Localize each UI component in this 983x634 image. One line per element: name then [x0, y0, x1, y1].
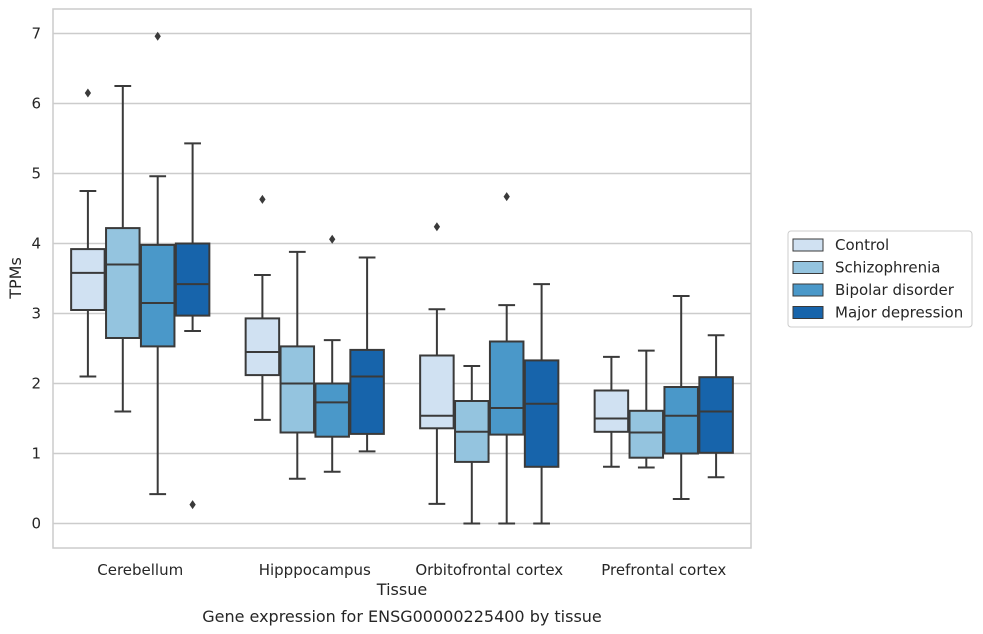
x-tick-label: Hipppocampus	[259, 561, 371, 579]
x-axis-label: Tissue	[376, 580, 427, 599]
legend-swatch	[792, 238, 824, 252]
iqr-box	[488, 340, 525, 436]
iqr-box	[419, 354, 455, 430]
legend-entry: Major depression	[835, 304, 963, 322]
iqr-box	[349, 348, 385, 435]
outlier-point	[84, 88, 92, 98]
box-bipolar-disorder	[314, 234, 350, 473]
iqr-box	[139, 243, 176, 348]
outlier-point	[259, 194, 266, 204]
box-schizophrenia	[279, 250, 316, 480]
y-tick-label: 6	[31, 95, 41, 113]
y-axis-label: TPMs	[6, 257, 25, 300]
box-schizophrenia	[628, 349, 665, 469]
iqr-box	[70, 248, 106, 312]
iqr-box	[523, 359, 560, 468]
box-bipolar-disorder	[139, 31, 176, 496]
iqr-box	[314, 382, 350, 438]
x-tick-label: Cerebellum	[97, 561, 183, 579]
chart-title: Gene expression for ENSG00000225400 by t…	[202, 607, 602, 626]
box-control	[70, 88, 106, 378]
iqr-box	[244, 317, 281, 377]
iqr-box	[663, 386, 699, 455]
y-tick-label: 0	[31, 515, 41, 533]
y-axis-ticks: 0 1 2 3 4 5 6 7	[31, 25, 41, 533]
box-major-depression	[349, 256, 385, 453]
y-tick-label: 2	[31, 375, 41, 393]
box-series	[70, 31, 734, 525]
legend-swatch	[792, 283, 824, 297]
box-control	[244, 194, 281, 421]
plot-frame	[52, 8, 752, 549]
iqr-box	[593, 389, 630, 433]
outlier-point	[329, 234, 336, 244]
legend-entry: Control	[835, 236, 889, 254]
legend-entry: Schizophrenia	[835, 259, 940, 277]
box-schizophrenia	[105, 85, 141, 413]
box-bipolar-disorder	[663, 295, 699, 500]
iqr-box	[105, 227, 141, 340]
x-tick-label: Orbitofrontal cortex	[415, 561, 563, 579]
box-major-depression	[523, 283, 560, 525]
iqr-box	[174, 242, 211, 317]
box-control	[593, 355, 630, 468]
y-tick-label: 7	[31, 25, 41, 43]
iqr-box	[698, 376, 734, 454]
legend-swatch	[792, 306, 824, 319]
box-schizophrenia	[454, 365, 490, 525]
x-tick-label: Prefrontal cortex	[601, 561, 726, 579]
y-tick-label: 1	[31, 445, 41, 463]
legend-frame	[787, 230, 973, 328]
y-tick-label: 5	[31, 165, 41, 183]
y-tick-label: 4	[31, 235, 41, 253]
outlier-point	[154, 31, 161, 41]
iqr-box	[279, 345, 316, 434]
box-major-depression	[174, 142, 211, 510]
x-axis-ticks: Cerebellum Hipppocampus Orbitofrontal cort…	[97, 561, 726, 579]
box-control	[419, 222, 455, 505]
outlier-point	[189, 500, 196, 510]
outlier-point	[433, 222, 441, 232]
legend-swatch	[792, 261, 824, 274]
box-bipolar-disorder	[488, 192, 525, 525]
legend-entry: Bipolar disorder	[835, 281, 955, 299]
iqr-box	[628, 409, 665, 459]
outlier-point	[503, 192, 510, 202]
legend: Control Schizophrenia Bipolar disorder Majo…	[787, 230, 973, 328]
y-tick-label: 3	[31, 305, 41, 323]
box-major-depression	[698, 334, 734, 479]
